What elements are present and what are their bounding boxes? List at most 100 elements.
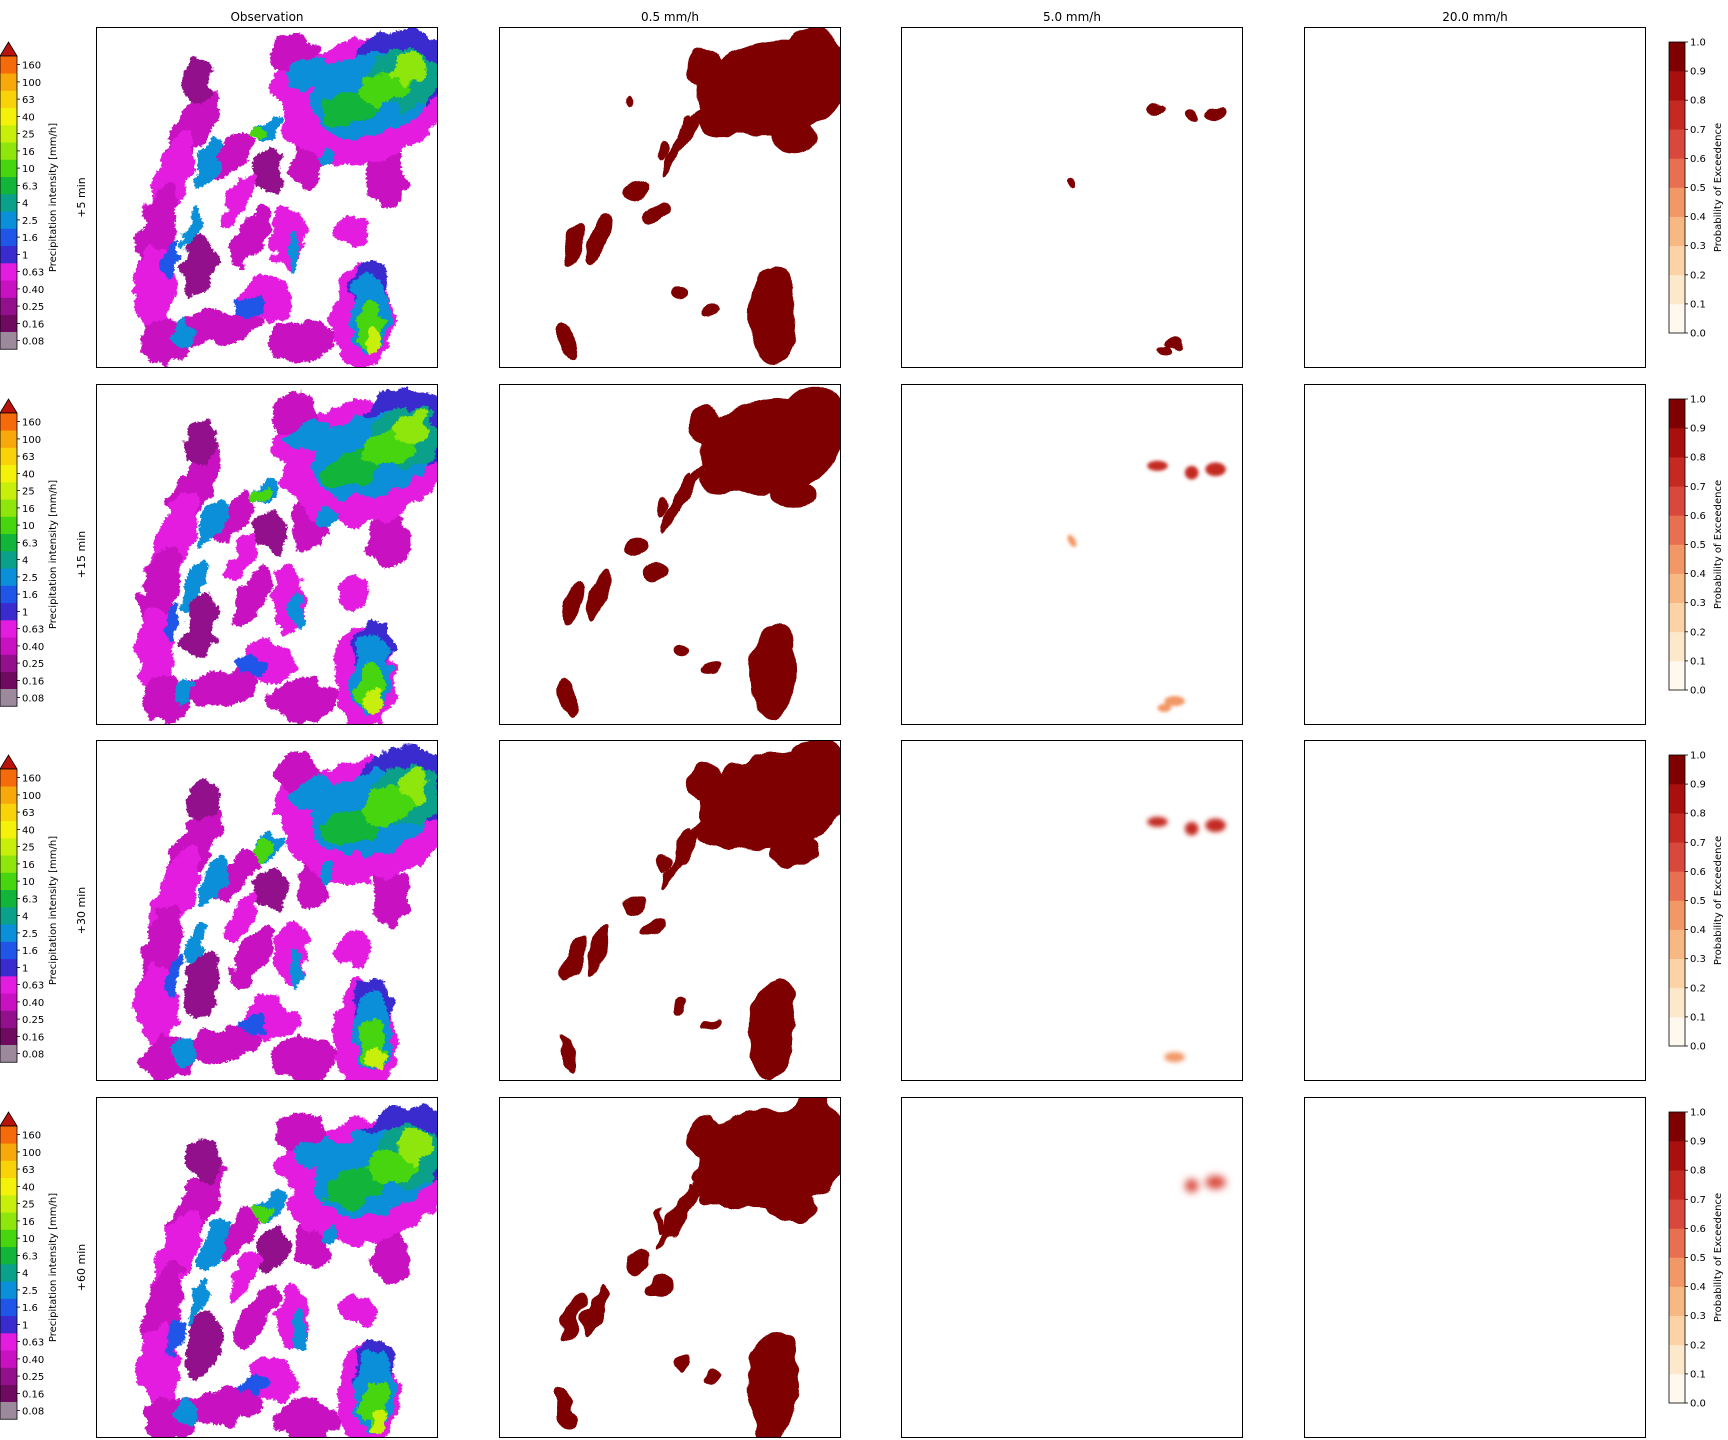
- exceedance-area: [700, 445, 777, 493]
- panel-frame: [499, 384, 841, 725]
- colorbar-segment: [0, 1367, 17, 1386]
- precip-cell: [186, 1139, 221, 1181]
- colorbar-segment: [0, 568, 17, 586]
- colorbar-segment: [0, 620, 17, 638]
- precip-cell: [241, 1374, 269, 1396]
- colorbar-tick-label: 0.6: [1690, 511, 1706, 522]
- panel-frame: [96, 384, 438, 725]
- precip-cell: [236, 296, 264, 317]
- exceedance-area: [673, 999, 688, 1013]
- colorbar-segment: [0, 976, 17, 994]
- colorbar-tick-label: 0.08: [22, 1407, 44, 1418]
- colorbar-tick-label: 0.7: [1690, 482, 1706, 493]
- colorbar-tick-label: 160: [22, 61, 41, 72]
- precip-cell: [253, 867, 288, 909]
- colorbar-segment: [0, 1160, 17, 1179]
- colorbar-segment: [0, 872, 17, 891]
- exceedance-area: [557, 320, 578, 361]
- exceedance-area: [1164, 339, 1185, 350]
- exceedance-area: [1067, 177, 1077, 191]
- precip-cell: [290, 1138, 337, 1169]
- colorbar-tick-label: 0.5: [1690, 183, 1706, 194]
- precip-colorbar-label: Precipitation intensity [mm/h]: [48, 836, 59, 985]
- exceedance-area: [1164, 696, 1185, 707]
- colorbar-tick-label: 40: [22, 1182, 35, 1193]
- colorbar-tick-label: 0.5: [1690, 896, 1706, 907]
- colorbar-tick-label: 0.0: [1690, 1042, 1706, 1053]
- exceedance-area: [699, 801, 778, 850]
- panel-frame: [96, 740, 438, 1081]
- colorbar-tick-label: 63: [22, 1165, 35, 1176]
- precip-cell: [171, 320, 192, 348]
- colorbar-segment: [0, 689, 17, 707]
- colorbar-tick-label: 1.6: [22, 233, 38, 244]
- colorbar-segment: [0, 671, 17, 690]
- panel-frame: [499, 27, 841, 368]
- row-label: +30 min: [75, 887, 88, 934]
- exceedance-area: [765, 978, 794, 1020]
- precip-cell: [181, 61, 216, 103]
- colorbar-segment: [1669, 929, 1685, 959]
- probability-field-5.0: [1147, 816, 1226, 1063]
- colorbar-segment: [1669, 245, 1685, 276]
- exceedance-area: [675, 1174, 706, 1225]
- colorbar-segment: [1669, 303, 1685, 334]
- colorbar-tick-label: 0.4: [1690, 925, 1706, 936]
- colorbar-tick-label: 10: [22, 521, 35, 532]
- colorbar-tick-label: 0.16: [22, 1389, 44, 1400]
- panel-frame: [1304, 1097, 1646, 1438]
- colorbar-segment: [1669, 755, 1685, 785]
- exceedance-area: [699, 88, 778, 137]
- colorbar-tick-label: 160: [22, 418, 41, 429]
- colorbar-tick-label: 100: [22, 78, 41, 89]
- colorbar-tick-label: 1: [22, 607, 28, 618]
- colorbar-tick-label: 0.08: [22, 337, 44, 348]
- colorbar-segment: [1669, 871, 1685, 901]
- panel-frame: [1304, 384, 1646, 725]
- colorbar-tick-label: 0.9: [1690, 424, 1706, 435]
- colorbar-tick-label: 0.25: [22, 1015, 44, 1026]
- precip-cell: [184, 950, 220, 1018]
- colorbar-segment: [1669, 515, 1685, 545]
- precip-cell: [162, 239, 180, 279]
- colorbar-tick-label: 63: [22, 808, 35, 819]
- panel-frame: [901, 384, 1243, 725]
- colorbar-segment: [0, 228, 17, 247]
- exceedance-area: [623, 180, 648, 201]
- colorbar-tick-label: 0.40: [22, 998, 44, 1009]
- colorbar-segment: [0, 1195, 17, 1213]
- precip-cell: [364, 327, 382, 355]
- colorbar-tick-label: 1.0: [1690, 751, 1706, 762]
- precip-cell: [184, 779, 220, 821]
- colorbar-segment: [1669, 660, 1685, 691]
- colorbar-segment: [1669, 399, 1685, 429]
- exceedance-area: [623, 893, 648, 914]
- exceedance-area: [769, 832, 817, 867]
- colorbar-segment: [0, 585, 17, 604]
- colorbar-segment: [0, 924, 17, 942]
- precip-colorbar: 0.08 0.16 0.25 0.40 0.63 1 1.6 2.5 4 6.3 10 16 25 40 6…: [0, 398, 59, 707]
- exceedance-area: [1205, 105, 1226, 120]
- colorbar-segment: [0, 314, 17, 333]
- precip-cell: [185, 1310, 222, 1378]
- colorbar-segment: [0, 1402, 17, 1420]
- precip-cell: [183, 1387, 265, 1424]
- colorbar-segment: [0, 769, 17, 787]
- colorbar-segment: [0, 73, 17, 91]
- exceedance-area: [783, 384, 841, 452]
- colorbar-tick-label: 1.6: [22, 946, 38, 957]
- exceedance-area: [765, 265, 794, 307]
- colorbar-tick-label: 0.1: [1690, 1012, 1706, 1023]
- colorbar-tick-label: 0.8: [1690, 809, 1706, 820]
- colorbar-tick-label: 0.2: [1690, 1340, 1706, 1351]
- precip-cell: [212, 133, 254, 180]
- colorbar-segment: [0, 838, 17, 856]
- colorbar-tick-label: 1.0: [1690, 38, 1706, 49]
- colorbar-tick-label: 0.5: [1690, 540, 1706, 551]
- figure-labels: Observation 0.5 mm/h 5.0 mm/h 20.0 mm/h +5 m…: [0, 10, 1724, 1420]
- exceedance-area: [782, 27, 841, 96]
- probability-field-0.5: [557, 384, 841, 721]
- colorbar-segment: [0, 499, 17, 517]
- row-label: +60 min: [75, 1244, 88, 1291]
- probability-field-0.5: [556, 1097, 841, 1438]
